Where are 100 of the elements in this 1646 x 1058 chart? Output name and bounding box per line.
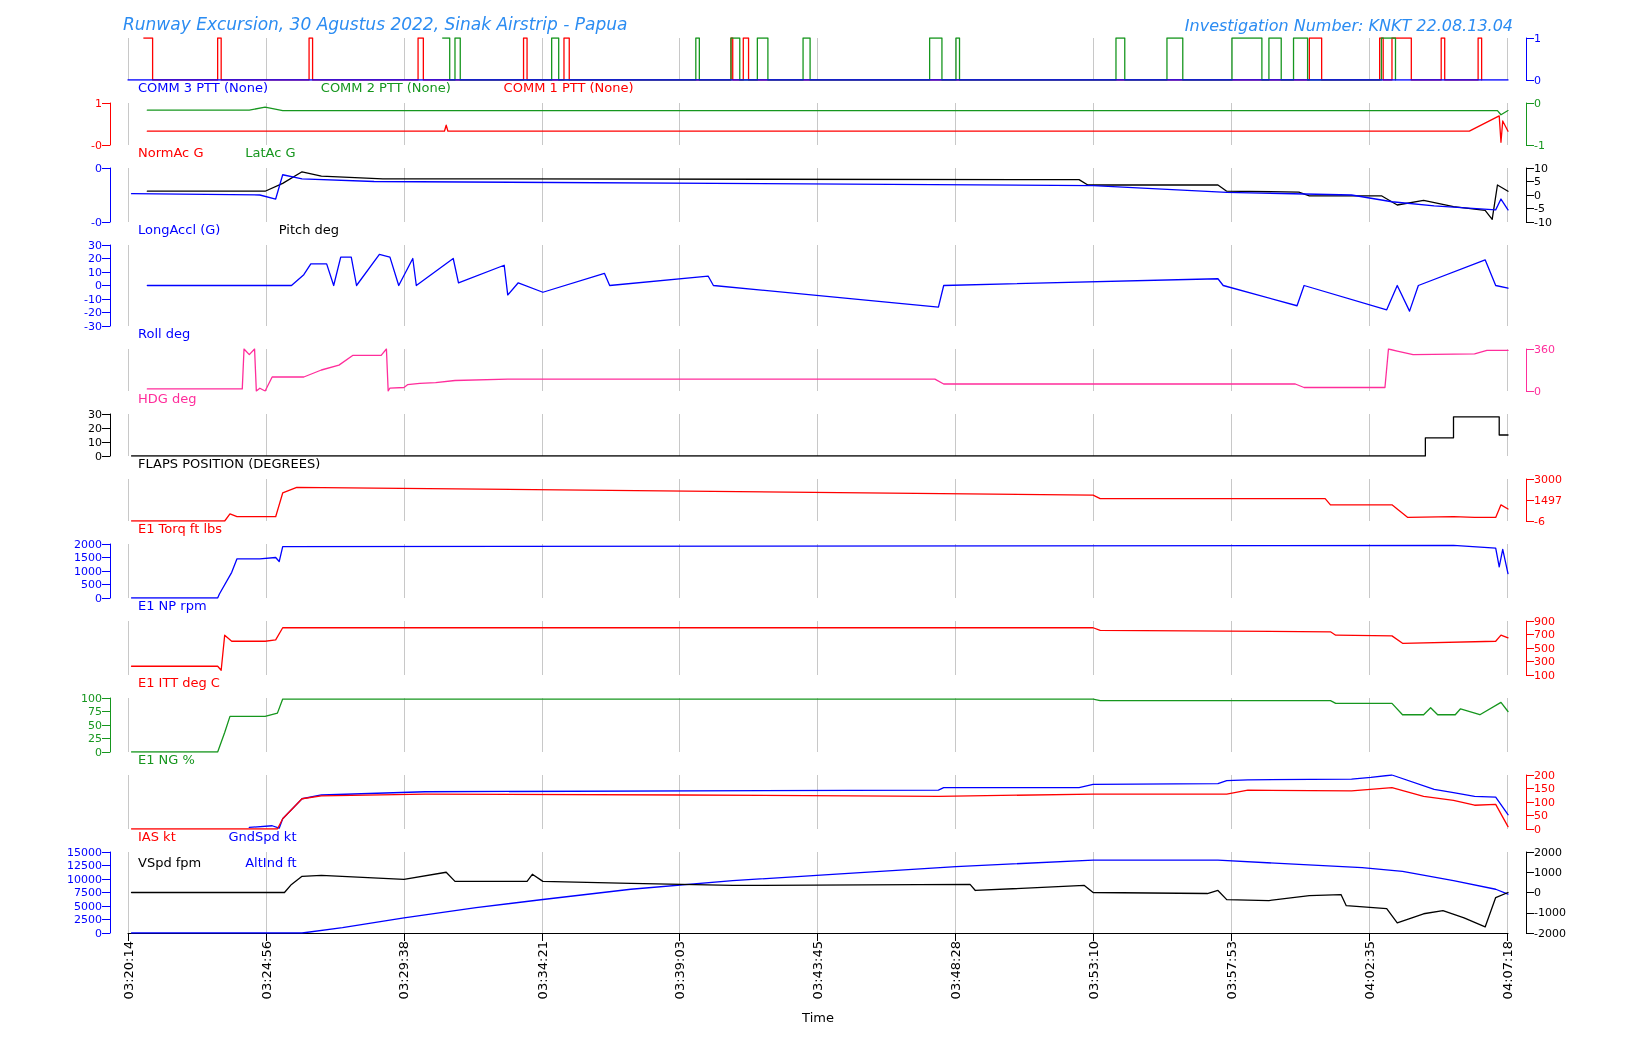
text: Pitch deg: [278, 222, 340, 237]
y2-tick-label: 0: [1534, 188, 1541, 202]
text: LongAccl (G): [138, 222, 221, 237]
y2-tick-label: 900: [1534, 614, 1555, 628]
line-series: [130, 544, 1509, 599]
y2-tick-label: -2000: [1534, 926, 1566, 940]
series-label: VSpd fpm: [138, 855, 202, 870]
line-series: [130, 698, 1509, 753]
y-tick-label: 0: [95, 279, 102, 292]
y-tick-label: 30: [88, 407, 102, 421]
y-tick-label: 1500: [74, 551, 102, 564]
text: Roll deg: [138, 326, 191, 341]
line-series: [130, 871, 1509, 928]
y-tick-label: -20: [84, 306, 102, 319]
y2-tick-label: 100: [1534, 795, 1555, 809]
y2-tick-label: -5: [1534, 202, 1545, 215]
y-tick-label: -30: [84, 319, 102, 333]
series-label: E1 Torq ft lbs: [138, 521, 223, 536]
y-tick-label: 0: [95, 745, 102, 759]
line-series: [248, 774, 1509, 829]
chart-subtitle: Investigation Number: KNKT 22.08.13.04: [1184, 15, 1514, 35]
y-tick-label: -10: [84, 292, 102, 306]
y2-tick-label: 3000: [1534, 472, 1562, 486]
series-label: COMM 1 PTT (None): [503, 80, 634, 95]
y2-tick-label: 700: [1534, 628, 1555, 641]
x-tick-label: 03:29:38: [396, 941, 412, 1000]
y2-tick-label: 150: [1534, 782, 1555, 795]
x-tick-label: 03:39:03: [672, 941, 688, 1000]
y-tick-label: 10: [88, 435, 102, 449]
y-tick-label: 30: [88, 238, 102, 252]
y-tick-label: 50: [88, 718, 102, 732]
series-label: FLAPS POSITION (DEGREES): [138, 456, 321, 471]
y2-tick-label: 300: [1534, 655, 1555, 668]
y2-tick-label: 200: [1534, 768, 1555, 782]
y-tick-label: 10: [88, 265, 102, 279]
y2-tick-label: -1000: [1534, 906, 1566, 920]
text: AltInd ft: [245, 855, 297, 870]
x-tick-label: 03:53:10: [1085, 941, 1101, 1000]
series-label: HDG deg: [138, 391, 197, 406]
line-series: [146, 253, 1509, 312]
y-tick-label: 500: [81, 578, 102, 591]
y-tick-label: 2500: [74, 913, 102, 926]
y-tick-label: 10000: [67, 872, 102, 886]
y2-tick-label: 1497: [1534, 493, 1562, 507]
line-series: [146, 115, 1509, 143]
y-tick-label: 15000: [67, 845, 102, 859]
x-tick-label: 04:07:18: [1499, 941, 1515, 1000]
series-label: GndSpd kt: [228, 829, 297, 844]
series-label: COMM 3 PTT (None): [138, 80, 268, 95]
y2-tick-label: 500: [1534, 641, 1555, 655]
chart-title: Runway Excursion, 30 Agustus 2022, Sinak Airstrip - Papua: [123, 13, 628, 34]
y-tick-label: 5000: [74, 899, 102, 913]
y-tick-label: 1: [95, 96, 102, 110]
line-series: [130, 627, 1509, 671]
series-label: NormAc G: [138, 145, 204, 160]
y-tick-label: 2000: [74, 537, 102, 551]
series-label: IAS kt: [138, 829, 176, 844]
y2-tick-label: 0: [1534, 384, 1541, 398]
y2-tick-label: 0: [1534, 822, 1541, 836]
y-tick-label: 0: [95, 926, 102, 940]
line-series: [130, 787, 1509, 830]
y-tick-label: -0: [91, 215, 102, 229]
y2-tick-label: 1000: [1534, 865, 1562, 879]
line-series: [130, 174, 1509, 211]
y-tick-label: 75: [88, 705, 102, 718]
line-series: [146, 171, 1509, 220]
y-tick-label: 20: [88, 421, 102, 435]
series-label: E1 NG %: [138, 752, 195, 767]
y-tick-label: 100: [81, 691, 102, 705]
y-tick-label: 0: [95, 449, 102, 463]
y2-tick-label: 5: [1534, 175, 1541, 188]
series-label: E1 NP rpm: [138, 598, 207, 613]
y-tick-label: 0: [95, 591, 102, 605]
y-tick-label: 1000: [74, 564, 102, 578]
y-tick-label: 0: [95, 161, 102, 175]
x-tick-label: 03:20:14: [120, 941, 136, 1000]
y2-tick-label: 0: [1534, 886, 1541, 899]
y2-tick-label: 0: [1534, 96, 1541, 110]
y2-tick-label: 360: [1534, 342, 1555, 356]
x-tick-label: 04:02:35: [1361, 941, 1377, 1000]
y-tick-label: -0: [91, 138, 102, 152]
series-label: COMM 2 PTT (None): [320, 80, 451, 95]
line-series: [146, 106, 1509, 116]
x-tick-label: 03:34:21: [534, 941, 550, 1000]
line-series: [146, 348, 1509, 392]
y2-tick-label: 100: [1534, 668, 1555, 682]
series-label: E1 ITT deg C: [138, 675, 220, 690]
y2-tick-label: -1: [1534, 138, 1545, 152]
y2-tick-label: -10: [1534, 215, 1552, 229]
x-tick-label: 03:24:56: [258, 941, 274, 1000]
y2-tick-label: -6: [1534, 514, 1545, 528]
x-axis-title: Time: [801, 1010, 834, 1025]
y-tick-label: 25: [88, 732, 102, 745]
y2-tick-label: 0: [1534, 73, 1541, 87]
line-series: [130, 486, 1509, 522]
y-tick-label: 7500: [74, 886, 102, 899]
x-tick-label: 03:43:45: [809, 941, 825, 1000]
y-tick-label: 12500: [67, 859, 102, 872]
y2-tick-label: 10: [1534, 161, 1548, 175]
x-tick-label: 03:48:28: [948, 941, 964, 1000]
